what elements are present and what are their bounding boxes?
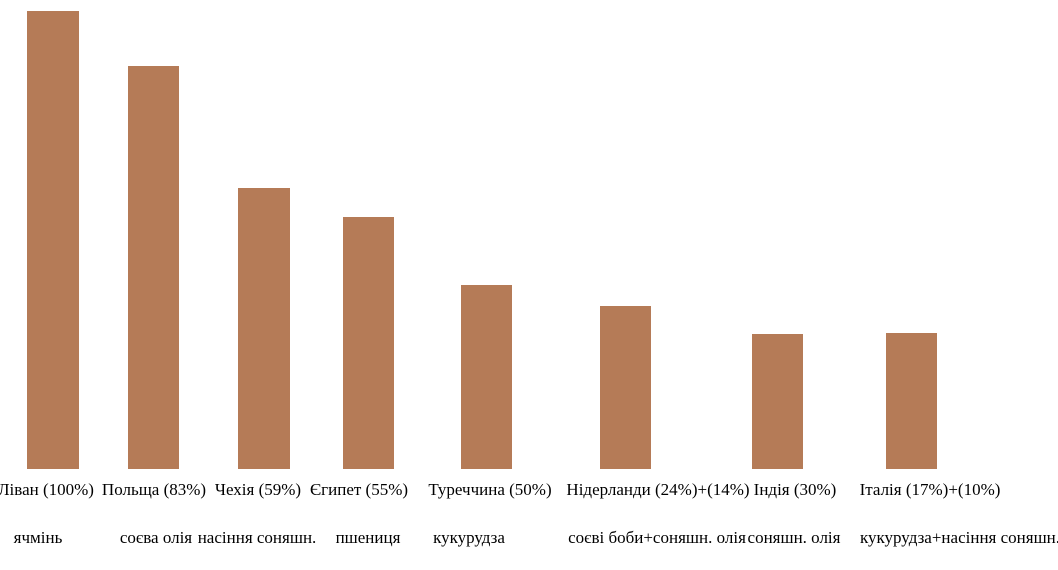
- product-label-1: ячмінь: [13, 528, 63, 547]
- bar-4: [343, 217, 394, 469]
- product-label-3: насіння соняшн.: [197, 528, 317, 547]
- bar-2: [128, 66, 179, 469]
- bar-1: [27, 11, 79, 469]
- country-label-7: Індія (30%): [753, 480, 837, 499]
- country-label-8: Італія (17%)+(10%): [859, 480, 1001, 499]
- product-label-5: кукурудза: [433, 528, 505, 547]
- product-label-7: соняшн. олія: [747, 528, 841, 547]
- product-label-8: кукурудза+насіння соняшн.: [859, 528, 1058, 547]
- bar-7: [752, 334, 803, 469]
- country-label-1: Ліван (100%): [0, 480, 94, 499]
- country-label-3: Чехія (59%): [214, 480, 302, 499]
- bar-5: [461, 285, 512, 469]
- product-label-4: пшениця: [335, 528, 401, 547]
- bar-8: [886, 333, 937, 469]
- product-label-2: соєва олія: [119, 528, 193, 547]
- bar-6: [600, 306, 651, 469]
- country-label-2: Польща (83%): [101, 480, 207, 499]
- product-label-6: соєві боби+соняшн. олія: [568, 528, 746, 547]
- bar-3: [238, 188, 290, 469]
- country-label-4: Єгипет (55%): [309, 480, 409, 499]
- country-label-6: Нідерланди (24%)+(14%): [566, 480, 750, 499]
- country-label-5: Туреччина (50%): [428, 480, 552, 499]
